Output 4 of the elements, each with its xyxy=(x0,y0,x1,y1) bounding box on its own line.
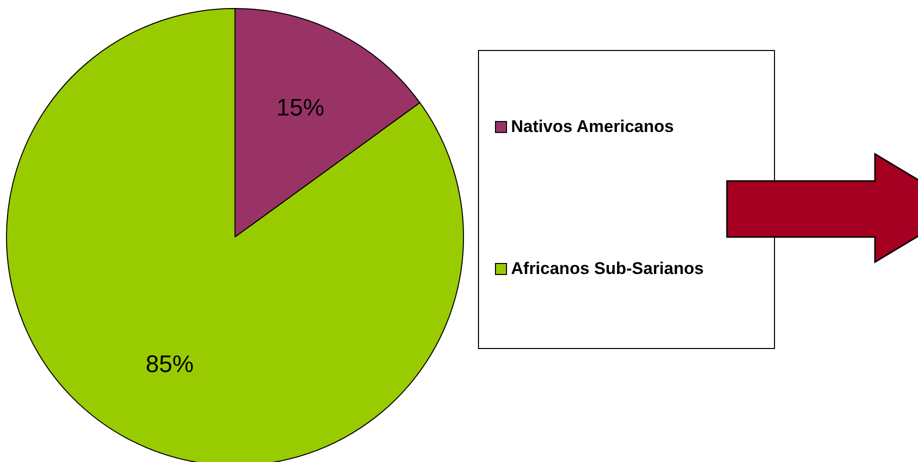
legend-label: Nativos Americanos xyxy=(511,117,674,137)
data-label: 15% xyxy=(276,94,324,122)
legend-label: Africanos Sub-Sarianos xyxy=(511,259,704,279)
data-label: 85% xyxy=(146,350,194,378)
